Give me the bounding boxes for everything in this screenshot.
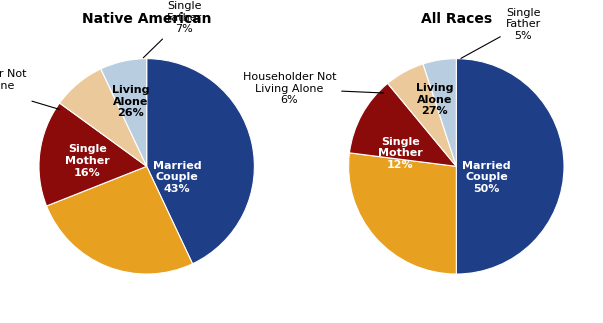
Text: Householder Not
Living Alone
6%: Householder Not Living Alone 6% <box>242 72 384 105</box>
Text: Married
Couple
50%: Married Couple 50% <box>462 161 511 194</box>
Text: Living
Alone
26%: Living Alone 26% <box>112 85 150 118</box>
Wedge shape <box>388 64 456 166</box>
Text: Married
Couple
43%: Married Couple 43% <box>153 161 201 194</box>
Wedge shape <box>46 166 192 274</box>
Title: All Races: All Races <box>421 12 492 26</box>
Text: Householder Not
Living Alone
8%: Householder Not Living Alone 8% <box>0 69 60 109</box>
Wedge shape <box>39 103 147 206</box>
Wedge shape <box>60 69 147 166</box>
Text: Single
Mother
16%: Single Mother 16% <box>65 144 110 178</box>
Wedge shape <box>423 59 456 166</box>
Title: Native American: Native American <box>82 12 212 26</box>
Wedge shape <box>349 153 456 274</box>
Wedge shape <box>101 59 147 166</box>
Text: Single
Father
7%: Single Father 7% <box>144 1 202 58</box>
Text: Living
Alone
27%: Living Alone 27% <box>416 83 453 116</box>
Wedge shape <box>456 59 564 274</box>
Text: Single
Father
5%: Single Father 5% <box>461 7 541 58</box>
Wedge shape <box>147 59 254 264</box>
Text: Single
Mother
12%: Single Mother 12% <box>378 137 423 170</box>
Wedge shape <box>350 83 456 166</box>
